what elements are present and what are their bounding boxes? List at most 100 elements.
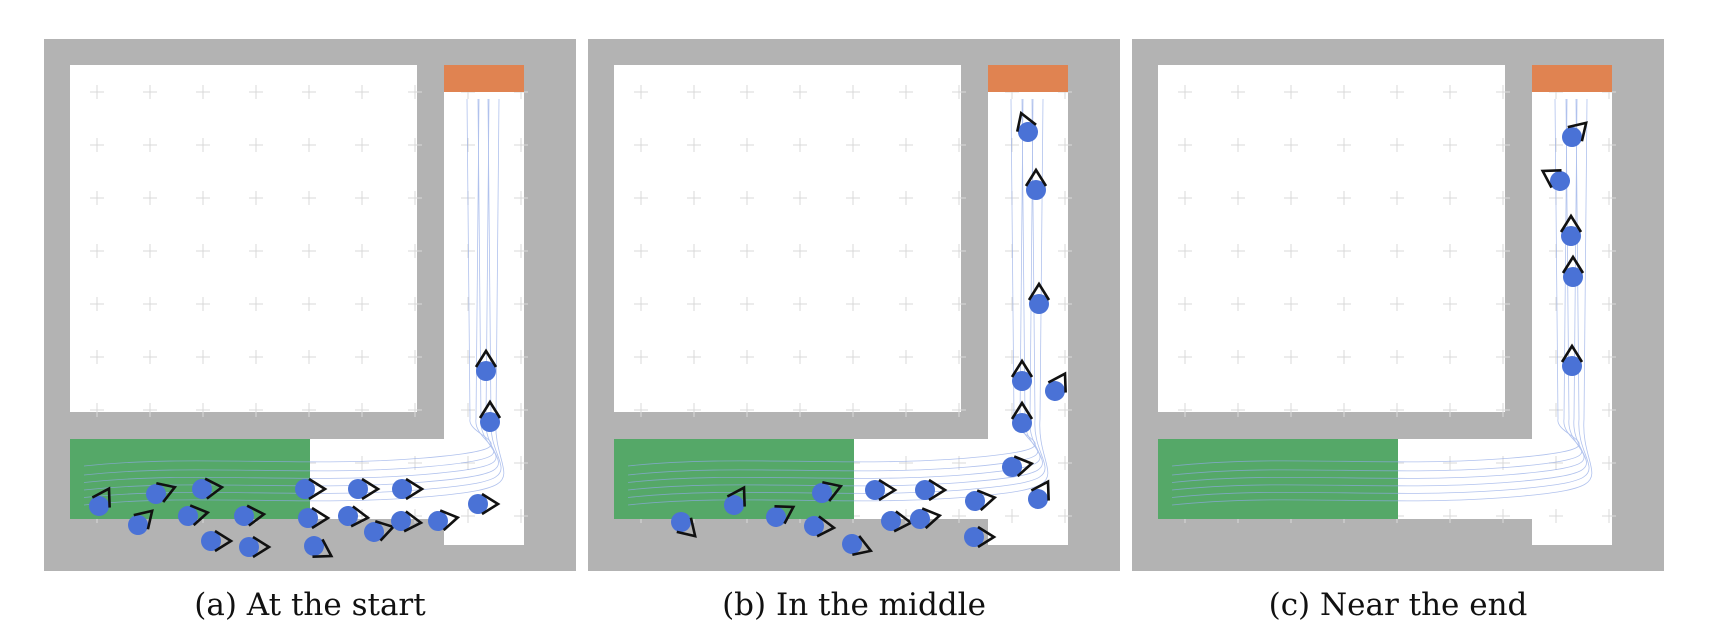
heading-chevron-icon — [156, 481, 178, 503]
agent-2 — [724, 485, 746, 515]
caption-a: (a) At the start — [194, 587, 426, 623]
heading-chevron-icon — [474, 348, 498, 368]
agent-3 — [766, 505, 796, 527]
agent-body-icon — [671, 512, 691, 532]
heading-chevron-icon — [481, 492, 501, 516]
heading-chevron-icon — [977, 525, 997, 549]
heading-chevron-icon — [852, 535, 874, 557]
agent-body-icon — [1012, 371, 1032, 391]
heading-chevron-icon — [1010, 400, 1034, 420]
start-region — [1158, 439, 1398, 519]
heading-chevron-icon — [928, 478, 948, 502]
agent-body-icon — [201, 531, 221, 551]
heading-chevron-icon — [1561, 254, 1585, 274]
heading-chevron-icon — [1047, 371, 1067, 393]
agent-body-icon — [391, 511, 411, 531]
agent-7 — [865, 478, 898, 502]
agent-10 — [910, 507, 943, 530]
agent-8 — [239, 535, 272, 559]
interior-room — [1158, 65, 1505, 412]
agent-body-icon — [1012, 413, 1032, 433]
heading-chevron-icon — [252, 535, 272, 559]
agent-body-icon — [476, 361, 496, 381]
agent-11 — [965, 489, 998, 512]
agent-body-icon — [234, 506, 254, 526]
agent-19 — [1024, 167, 1048, 200]
agent-body-icon — [128, 515, 148, 535]
agent-body-icon — [392, 479, 412, 499]
agent-body-icon — [192, 479, 212, 499]
agent-body-icon — [724, 495, 744, 515]
environment-map-b — [588, 39, 1120, 571]
environment-map-c — [1132, 39, 1664, 571]
heading-chevron-icon — [350, 505, 371, 528]
heading-chevron-icon — [1540, 169, 1562, 189]
agent-body-icon — [766, 507, 786, 527]
agent-body-icon — [1561, 226, 1581, 246]
agent-19 — [474, 348, 498, 381]
heading-chevron-icon — [1559, 213, 1583, 233]
agent-body-icon — [1028, 489, 1048, 509]
agent-body-icon — [348, 479, 368, 499]
agent-20 — [1015, 110, 1038, 142]
agent-body-icon — [812, 483, 832, 503]
panel-at-start: (a) At the start — [44, 0, 576, 636]
agent-18 — [1027, 281, 1051, 314]
trajectories — [1171, 98, 1593, 506]
agent-body-icon — [468, 494, 488, 514]
agent-body-icon — [146, 484, 166, 504]
agent-body-icon — [304, 536, 324, 556]
agent-body-icon — [1029, 294, 1049, 314]
agent-3 — [146, 481, 178, 504]
agent-17 — [1045, 371, 1067, 401]
goal-region — [444, 65, 524, 92]
heading-chevron-icon — [308, 477, 328, 501]
panel-in-middle: (b) In the middle — [588, 0, 1120, 636]
agent-3 — [1559, 213, 1583, 246]
agent-body-icon — [964, 527, 984, 547]
heading-chevron-icon — [816, 515, 837, 538]
heading-chevron-icon — [976, 489, 998, 512]
heading-chevron-icon — [403, 510, 424, 533]
heading-chevron-icon — [311, 506, 331, 530]
agent-body-icon — [89, 496, 109, 516]
heading-chevron-icon — [1024, 167, 1048, 187]
agent-body-icon — [239, 537, 259, 557]
heading-chevron-icon — [246, 504, 267, 527]
agent-16 — [1010, 358, 1034, 391]
agent-body-icon — [178, 506, 198, 526]
agent-10 — [298, 506, 331, 530]
heading-chevron-icon — [133, 509, 154, 530]
trajectories — [83, 98, 505, 506]
agent-14 — [1028, 479, 1050, 509]
agents — [89, 348, 502, 559]
agent-body-icon — [295, 479, 315, 499]
agent-body-icon — [881, 511, 901, 531]
agent-body-icon — [428, 511, 448, 531]
heading-chevron-icon — [1567, 121, 1588, 142]
heading-chevron-icon — [1010, 358, 1034, 378]
agent-9 — [295, 477, 328, 501]
environment-map-a — [44, 39, 576, 571]
agents — [1540, 121, 1588, 376]
agent-body-icon — [1002, 457, 1022, 477]
heading-chevron-icon — [91, 486, 111, 508]
caption-c: (c) Near the end — [1268, 587, 1528, 623]
heading-chevron-icon — [361, 477, 381, 501]
agent-body-icon — [915, 480, 935, 500]
agent-2 — [128, 509, 154, 535]
agent-5 — [192, 477, 225, 500]
agent-body-icon — [480, 412, 500, 432]
heading-chevron-icon — [1560, 343, 1584, 363]
agent-5 — [804, 515, 837, 538]
agent-13 — [338, 505, 371, 528]
panel-near-end: (c) Near the end — [1132, 0, 1664, 636]
agent-17 — [428, 509, 461, 532]
agent-11 — [304, 536, 334, 558]
heading-chevron-icon — [1013, 455, 1035, 478]
agent-body-icon — [842, 534, 862, 554]
caption-b: (b) In the middle — [722, 587, 986, 623]
agent-body-icon — [1045, 381, 1065, 401]
heading-chevron-icon — [189, 504, 211, 527]
agent-body-icon — [910, 509, 930, 529]
